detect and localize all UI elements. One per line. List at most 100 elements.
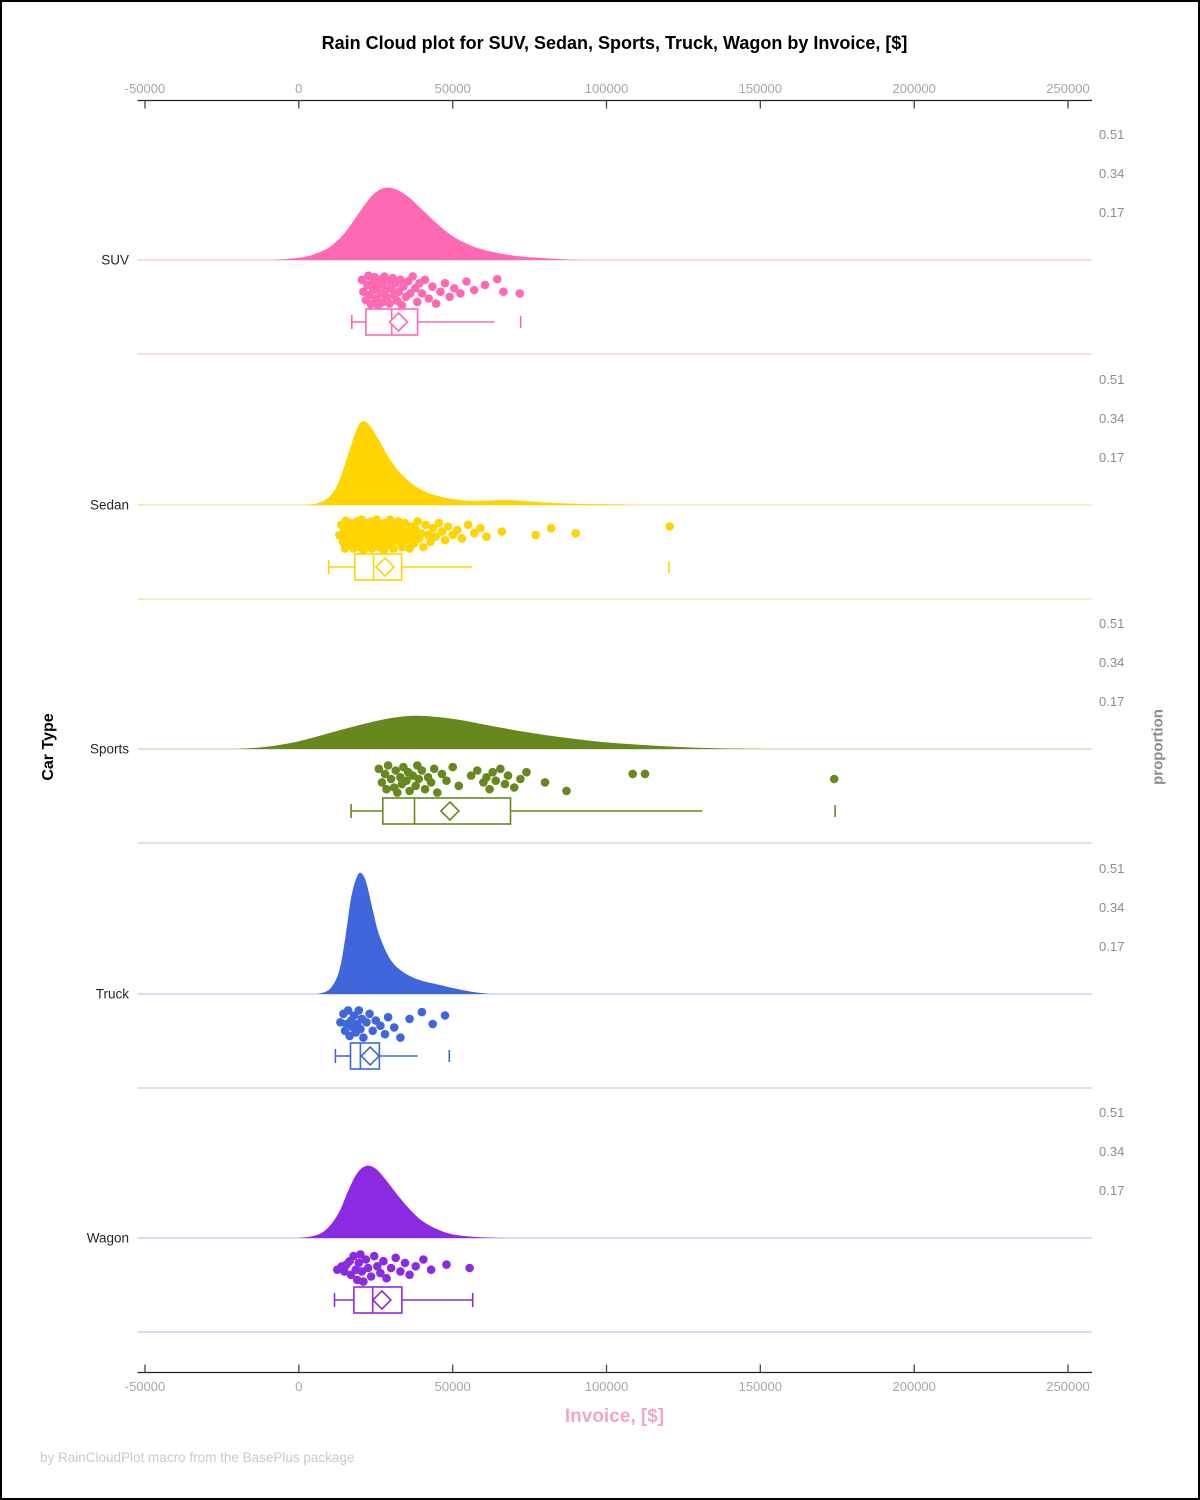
rain-point xyxy=(428,282,437,291)
rain-point xyxy=(440,1011,450,1020)
rain-point xyxy=(373,1262,382,1271)
rain-point xyxy=(411,1262,421,1271)
rain-point xyxy=(493,274,502,284)
rain-point xyxy=(396,275,405,285)
rain-point xyxy=(413,517,422,526)
rain-point xyxy=(408,532,418,541)
rain-point xyxy=(457,534,467,543)
rain-point xyxy=(497,527,507,536)
rain-point xyxy=(503,771,513,780)
rain-point xyxy=(365,1009,374,1019)
rain-point xyxy=(442,776,451,785)
rain-point xyxy=(476,523,485,533)
panel-Wagon: 0.51 0.34 0.17 Wagon xyxy=(87,1105,1124,1333)
rain-point xyxy=(354,1006,364,1015)
rain-point xyxy=(356,1250,365,1259)
proportion-tick-label: 0.51 xyxy=(1099,616,1124,631)
rain-point xyxy=(516,774,525,784)
rain-point xyxy=(357,275,367,285)
rain-point xyxy=(428,1019,438,1029)
rain-point xyxy=(397,301,407,310)
boxplot xyxy=(350,797,836,825)
mean-diamond xyxy=(360,1045,381,1067)
rain-point xyxy=(442,1260,451,1269)
rain-point xyxy=(571,529,580,538)
rain-point xyxy=(540,778,550,787)
rain-point xyxy=(359,1033,368,1042)
proportion-tick-label: 0.17 xyxy=(1099,1183,1124,1198)
rain-point xyxy=(383,761,393,770)
rain-point xyxy=(491,776,501,785)
rain-point xyxy=(440,535,450,545)
rain-point xyxy=(363,1263,373,1273)
bottom-axis-tick-label: 50000 xyxy=(435,1379,471,1394)
proportion-axis-title: proportion xyxy=(1149,709,1167,785)
rain-point xyxy=(349,1251,358,1261)
rain-point xyxy=(408,272,418,281)
rain-point xyxy=(376,1021,385,1030)
rain-point xyxy=(473,766,482,775)
rain-point xyxy=(379,1256,388,1266)
rain-point xyxy=(469,529,479,538)
rain-point xyxy=(437,769,447,779)
rain-point xyxy=(431,299,441,308)
rain-point xyxy=(424,294,434,303)
bottom-axis-tick-label: 0 xyxy=(295,1379,302,1394)
proportion-tick-label: 0.34 xyxy=(1099,655,1124,670)
rain-point xyxy=(393,788,402,797)
bottom-axis-tick-label: 200000 xyxy=(893,1379,936,1394)
rain-point xyxy=(396,1267,405,1276)
mean-diamond xyxy=(439,800,461,822)
rain-point xyxy=(389,544,398,553)
rain-point xyxy=(562,786,571,796)
rain-point xyxy=(362,1018,371,1027)
rain-point xyxy=(374,764,384,774)
rain-point xyxy=(397,542,407,552)
rain-points xyxy=(336,1006,450,1042)
top-axis-tick-label: 100000 xyxy=(585,81,628,96)
rain-point xyxy=(665,522,674,531)
rain-point xyxy=(423,530,433,540)
rain-point xyxy=(515,289,524,298)
rain-point xyxy=(361,1255,371,1264)
rain-point xyxy=(377,778,387,787)
top-axis-tick-label: 200000 xyxy=(893,81,936,96)
rain-point xyxy=(546,523,556,533)
proportion-tick-label: 0.17 xyxy=(1099,450,1124,465)
top-axis: -50000 0 50000 100000 150000 200000 250000 xyxy=(125,81,1092,109)
proportion-tick-label: 0.34 xyxy=(1099,166,1124,181)
rain-point xyxy=(394,517,403,526)
boxplot xyxy=(350,308,522,336)
rain-point xyxy=(480,280,490,290)
rain-point xyxy=(354,1258,364,1268)
proportion-tick-label: 0.51 xyxy=(1099,1105,1124,1120)
rain-point xyxy=(359,1277,368,1286)
category-label: Sedan xyxy=(90,498,129,513)
proportion-tick-label: 0.51 xyxy=(1099,372,1124,387)
rain-point xyxy=(368,1026,378,1036)
rain-point xyxy=(440,278,450,288)
density-area xyxy=(305,421,638,505)
rain-point xyxy=(531,530,540,540)
top-axis-tick-label: 0 xyxy=(295,81,302,96)
rain-points xyxy=(333,1250,474,1286)
rain-point xyxy=(417,529,426,538)
rain-point xyxy=(419,542,428,552)
rain-point xyxy=(522,767,531,777)
rain-point xyxy=(417,1007,427,1017)
chart-title: Rain Cloud plot for SUV, Sedan, Sports, … xyxy=(321,33,908,53)
rain-point xyxy=(628,769,637,779)
rain-point xyxy=(500,779,510,789)
panel-Truck: 0.51 0.34 0.17 Truck xyxy=(96,861,1124,1089)
bottom-axis-tick-label: 250000 xyxy=(1046,1379,1089,1394)
rain-point xyxy=(449,284,459,293)
footer-credit: by RainCloudPlot macro from the BasePlus… xyxy=(40,1450,355,1465)
rain-point xyxy=(434,518,444,528)
rain-point xyxy=(383,1012,393,1022)
proportion-tick-label: 0.17 xyxy=(1099,939,1124,954)
density-area xyxy=(298,1165,508,1238)
density-area xyxy=(274,187,582,260)
proportion-tick-label: 0.51 xyxy=(1099,861,1124,876)
rain-point xyxy=(829,774,839,784)
proportion-tick-label: 0.51 xyxy=(1099,127,1124,142)
